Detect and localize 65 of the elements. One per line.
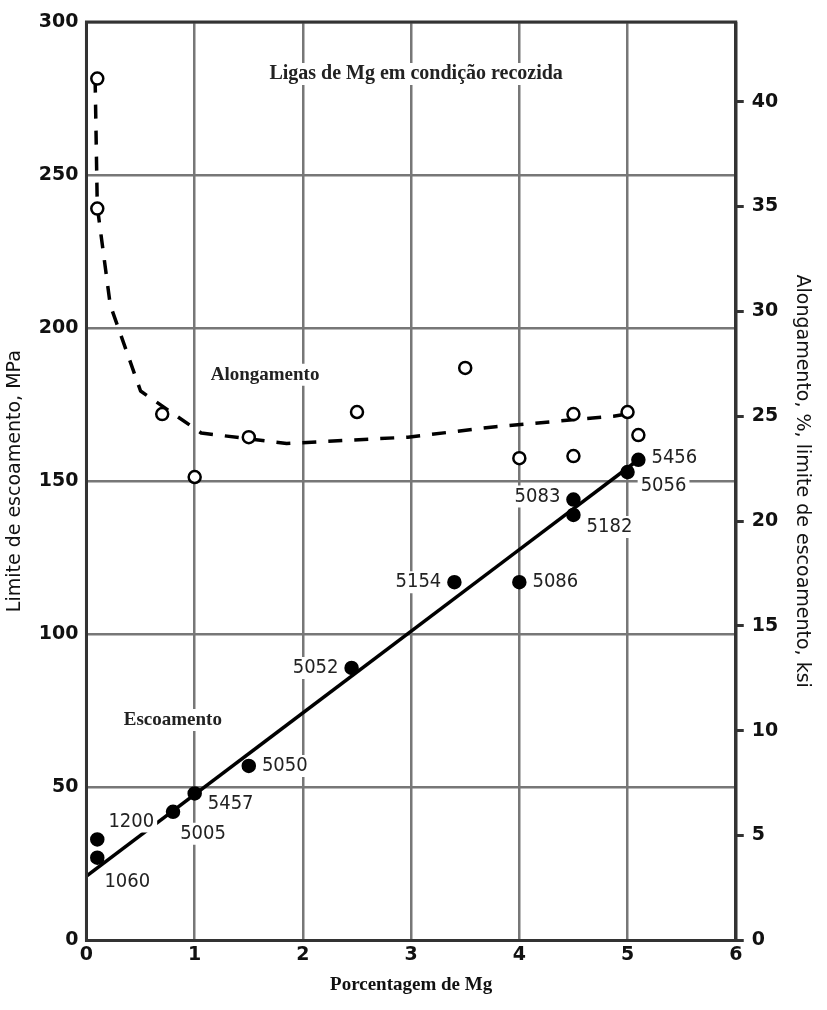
x-tick-label: 2 <box>296 941 310 964</box>
series-label: 5052 <box>292 654 339 679</box>
x-tick-label: 4 <box>512 941 526 964</box>
series-label: 5056 <box>640 472 687 497</box>
point <box>631 452 646 468</box>
series-label: 5154 <box>395 568 442 593</box>
series-label: 1060 <box>104 867 151 892</box>
point <box>154 406 170 422</box>
y-tick-label: 0 <box>65 927 79 950</box>
y-tick-label: 50 <box>52 774 79 797</box>
point <box>90 832 105 847</box>
point <box>90 850 105 865</box>
series-label: 5182 <box>586 513 633 538</box>
point <box>241 429 257 445</box>
point <box>165 804 181 820</box>
point <box>620 404 635 420</box>
x-tick-label: 1 <box>188 941 202 964</box>
y2-tick-label: 0 <box>751 927 765 950</box>
text: Ligas de Mg em condição recozida <box>269 61 563 85</box>
point <box>349 404 365 420</box>
y2-axis-title: Alongamento, %, limite de escoamento, ksi <box>792 274 815 688</box>
y-axis-title: Limite de escoamento, MPa <box>2 350 25 613</box>
y2-tick-label: 30 <box>751 298 779 321</box>
point <box>566 507 581 523</box>
y-tick-label: 300 <box>38 8 79 31</box>
point <box>90 71 105 86</box>
y2-tick-label: 15 <box>751 612 779 635</box>
x-tick-label: 3 <box>404 941 418 964</box>
y2-tick-label: 20 <box>751 507 779 530</box>
point <box>187 786 202 801</box>
series-label: 5086 <box>532 568 579 593</box>
point <box>566 448 581 464</box>
series-label: 5457 <box>207 789 254 814</box>
y-tick-label: 250 <box>38 162 79 184</box>
y-tick-label: 100 <box>38 621 79 644</box>
series-label: Escoamento <box>123 707 222 729</box>
point <box>344 660 359 676</box>
point <box>566 406 581 422</box>
y2-tick-label: 5 <box>751 822 765 845</box>
y-tick-label: 200 <box>38 315 79 338</box>
point <box>512 450 527 466</box>
point <box>631 427 646 443</box>
y2-tick-label: 40 <box>751 88 779 111</box>
y2-tick-label: 35 <box>751 193 779 216</box>
series-label: 5083 <box>514 482 561 507</box>
point <box>447 574 462 590</box>
point <box>241 758 257 774</box>
series-label: 5456 <box>651 443 698 468</box>
point <box>566 492 581 507</box>
series-label: 5005 <box>180 820 226 845</box>
point <box>620 464 635 480</box>
point <box>512 574 527 590</box>
text: Alongamento <box>210 362 320 384</box>
x-tick-label: 0 <box>79 941 94 964</box>
y-tick-label: 150 <box>38 468 79 491</box>
x-tick-label: 6 <box>729 941 743 964</box>
y2-tick-label: 10 <box>751 717 779 740</box>
y2-tick-label: 25 <box>751 403 779 426</box>
x-axis-title: Porcentagem de Mg <box>330 972 493 994</box>
point <box>187 469 202 485</box>
point <box>457 360 473 376</box>
series-label: 1200 <box>108 807 155 832</box>
series-label: 5050 <box>261 752 308 777</box>
point <box>90 201 105 216</box>
x-tick-label: 5 <box>620 941 635 964</box>
